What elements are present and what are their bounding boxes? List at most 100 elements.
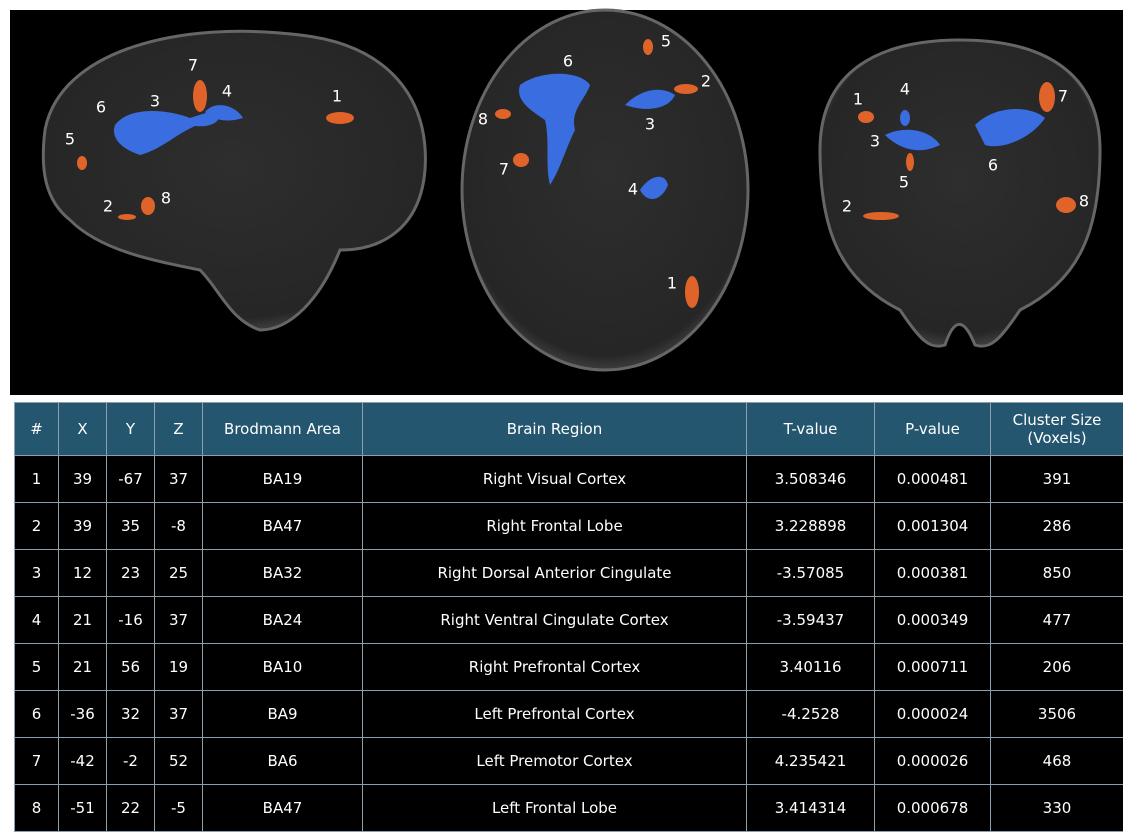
table-cell: Right Frontal Lobe — [363, 503, 747, 550]
brain-axial — [462, 10, 748, 370]
table-cell: 21 — [59, 597, 107, 644]
table-cell: 850 — [991, 550, 1123, 597]
table-cell: 56 — [107, 644, 155, 691]
region-label: 7 — [1058, 87, 1068, 106]
table-cell: 1 — [15, 456, 59, 503]
column-header: Z — [155, 403, 203, 456]
table-cell: 3.228898 — [747, 503, 875, 550]
table-cell: 206 — [991, 644, 1123, 691]
table-cell: 0.000381 — [875, 550, 991, 597]
table-cell: 3506 — [991, 691, 1123, 738]
table-cell: -67 — [107, 456, 155, 503]
table-cell: 330 — [991, 785, 1123, 832]
table-cell: 37 — [155, 597, 203, 644]
region-label: 5 — [899, 173, 909, 192]
table-cell: 0.000349 — [875, 597, 991, 644]
table-cell: Left Premotor Cortex — [363, 738, 747, 785]
table-cell: 7 — [15, 738, 59, 785]
table-cell: BA32 — [203, 550, 363, 597]
table-cell: 52 — [155, 738, 203, 785]
table-cell: 468 — [991, 738, 1123, 785]
region-label: 2 — [103, 197, 113, 216]
table-cell: Left Frontal Lobe — [363, 785, 747, 832]
table-cell: 25 — [155, 550, 203, 597]
region-label: 2 — [842, 197, 852, 216]
region-label: 8 — [161, 189, 171, 208]
table-cell: -3.57085 — [747, 550, 875, 597]
table-cell: 0.000481 — [875, 456, 991, 503]
table-cell: 0.000026 — [875, 738, 991, 785]
column-header: Y — [107, 403, 155, 456]
table-cell: 8 — [15, 785, 59, 832]
table-cell: BA24 — [203, 597, 363, 644]
table-cell: 3.414314 — [747, 785, 875, 832]
column-header: P-value — [875, 403, 991, 456]
table-cell: 0.000678 — [875, 785, 991, 832]
table-cell: -51 — [59, 785, 107, 832]
column-header: # — [15, 403, 59, 456]
table-cell: BA19 — [203, 456, 363, 503]
column-header: Cluster Size (Voxels) — [991, 403, 1123, 456]
table-cell: 0.000711 — [875, 644, 991, 691]
region-label: 1 — [667, 274, 677, 293]
table-cell: 391 — [991, 456, 1123, 503]
table-cell: 21 — [59, 644, 107, 691]
region-label: 7 — [188, 56, 198, 75]
table-cell: BA6 — [203, 738, 363, 785]
table-cell: Right Dorsal Anterior Cingulate — [363, 550, 747, 597]
table-cell: 19 — [155, 644, 203, 691]
table-cell: BA10 — [203, 644, 363, 691]
table-cell: 4 — [15, 597, 59, 644]
region-label: 3 — [645, 115, 655, 134]
table-cell: Right Prefrontal Cortex — [363, 644, 747, 691]
table-cell: BA9 — [203, 691, 363, 738]
table-cell: Left Prefrontal Cortex — [363, 691, 747, 738]
region-label: 8 — [478, 110, 488, 129]
region-label: 6 — [96, 98, 106, 117]
column-header: Brodmann Area — [203, 403, 363, 456]
table-cell: -42 — [59, 738, 107, 785]
region-label: 6 — [563, 52, 573, 71]
region-label: 5 — [65, 130, 75, 149]
table-cell: -3.59437 — [747, 597, 875, 644]
region-label: 2 — [701, 72, 711, 91]
table-cell: 3.508346 — [747, 456, 875, 503]
table-cell: 6 — [15, 691, 59, 738]
table-cell: Right Ventral Cingulate Cortex — [363, 597, 747, 644]
table-cell: 12 — [59, 550, 107, 597]
column-header: X — [59, 403, 107, 456]
table-cell: -2 — [107, 738, 155, 785]
table-cell: 4.235421 — [747, 738, 875, 785]
table-cell: 35 — [107, 503, 155, 550]
region-label: 4 — [900, 80, 910, 99]
table-cell: 477 — [991, 597, 1123, 644]
table-cell: 0.001304 — [875, 503, 991, 550]
region-label: 8 — [1079, 192, 1089, 211]
region-label: 4 — [222, 82, 232, 101]
table-cell: BA47 — [203, 503, 363, 550]
table-cell: 37 — [155, 456, 203, 503]
table-cell: -16 — [107, 597, 155, 644]
table-cell: -8 — [155, 503, 203, 550]
table-cell: 39 — [59, 503, 107, 550]
table-cell: -4.2528 — [747, 691, 875, 738]
table-cell: 0.000024 — [875, 691, 991, 738]
table-cell: Right Visual Cortex — [363, 456, 747, 503]
table-cell: 5 — [15, 644, 59, 691]
region-label: 1 — [332, 87, 342, 106]
table-cell: 3.40116 — [747, 644, 875, 691]
region-label: 6 — [988, 156, 998, 175]
region-label: 5 — [661, 32, 671, 51]
region-label: 1 — [853, 90, 863, 109]
table-cell: 23 — [107, 550, 155, 597]
